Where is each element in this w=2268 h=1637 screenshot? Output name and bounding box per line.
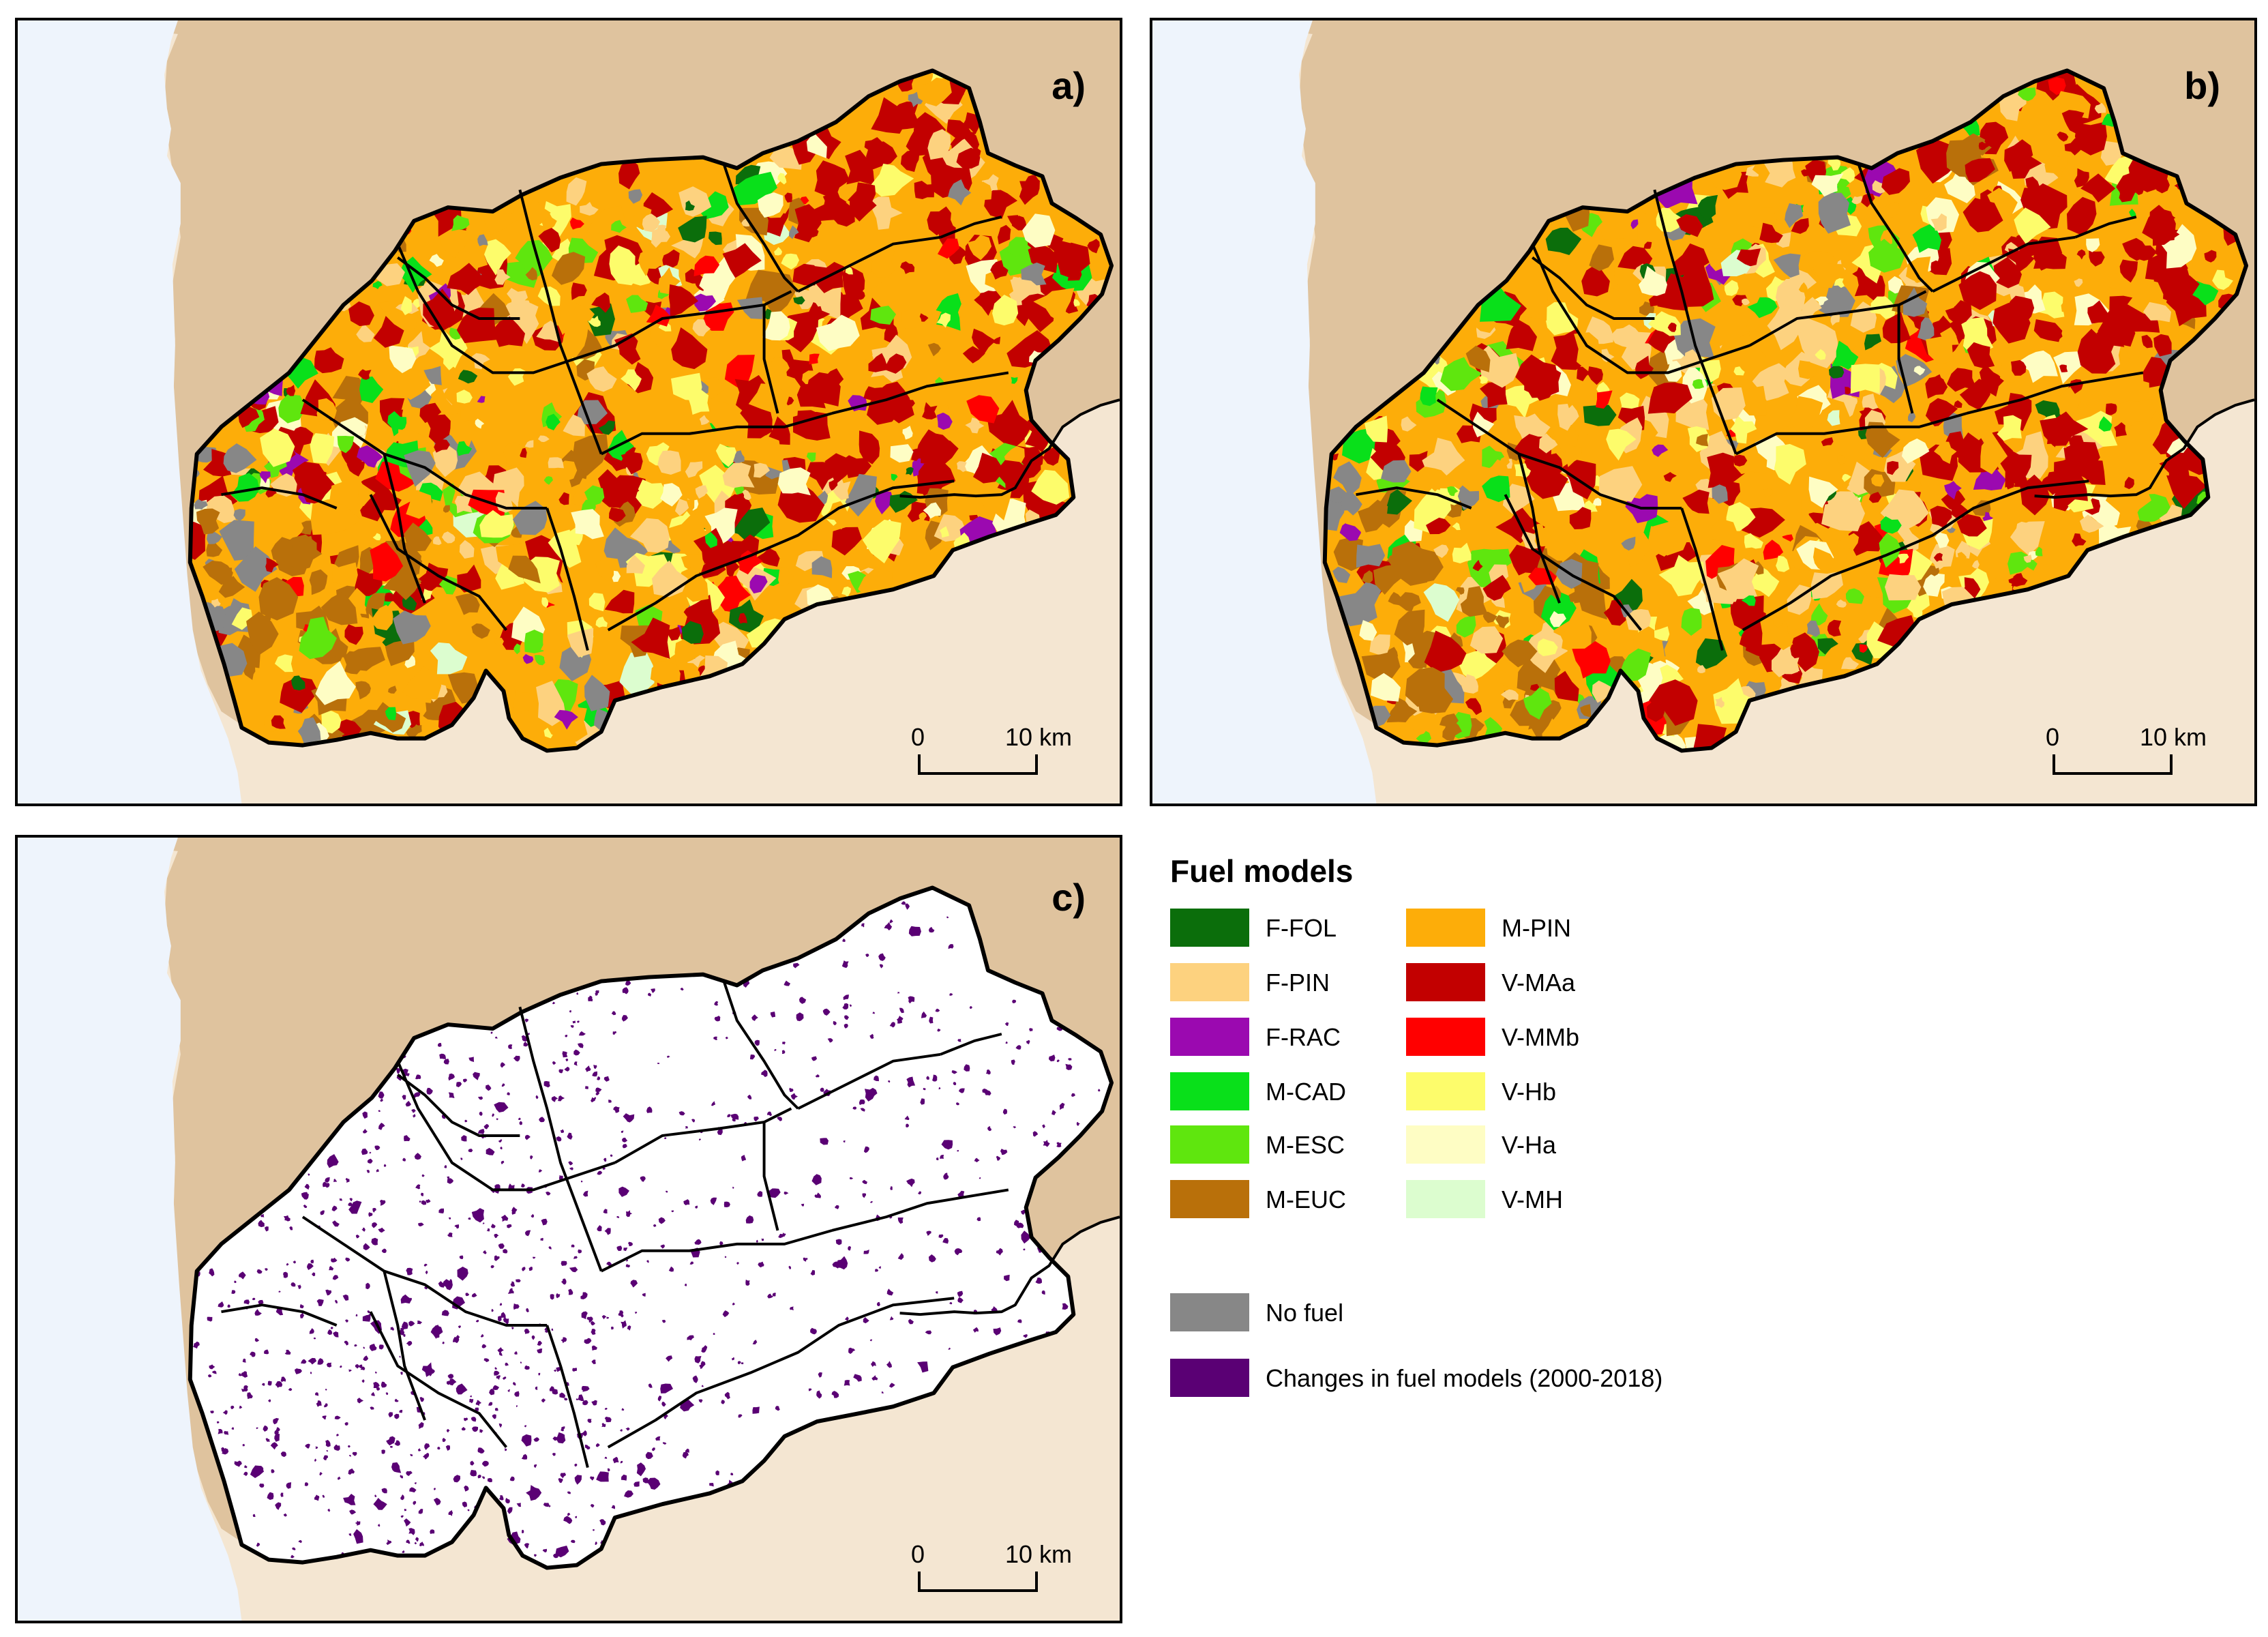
map-panel-b: b) 0 10 km [1150, 18, 2257, 806]
legend-swatch [1406, 1018, 1485, 1056]
change-patches [193, 901, 1109, 1559]
sea [18, 838, 242, 1621]
border-line [899, 398, 1120, 499]
legend-swatch [1406, 1072, 1485, 1110]
change-map-c [18, 838, 1120, 1621]
legend-swatch [1170, 1125, 1249, 1164]
scale-start-label: 0 [911, 1540, 925, 1568]
region-border [188, 885, 1114, 1570]
fuel-patches [1324, 70, 2247, 751]
border-line [2034, 398, 2254, 499]
legend-swatch [1406, 1125, 1485, 1164]
fuel-map-a [18, 20, 1120, 803]
legend: Fuel models F-FOL F-PIN F-RAC M-CAD M-ES… [1170, 853, 1852, 1426]
scale-bar-c: 0 10 km [903, 1540, 1072, 1608]
sea [1152, 20, 1377, 803]
panel-label-c: c) [1051, 876, 1086, 919]
legend-swatch [1170, 1072, 1249, 1110]
region-border [188, 68, 1114, 753]
legend-swatch [1170, 909, 1249, 947]
municipality-borders [221, 979, 1009, 1469]
legend-swatch [1406, 909, 1485, 947]
scale-end-label: 10 km [1005, 723, 1073, 751]
scale-start-label: 0 [911, 723, 925, 751]
scale-start-label: 0 [2046, 723, 2060, 751]
scale-end-label: 10 km [2140, 723, 2207, 751]
region-border [1322, 68, 2249, 753]
fuel-map-b [1152, 20, 2254, 803]
legend-swatch [1170, 1180, 1249, 1218]
scale-bar-b: 0 10 km [2038, 723, 2207, 791]
legend-swatch [1170, 1359, 1249, 1397]
map-panel-a: a) 0 10 km [15, 18, 1122, 806]
legend-swatch [1406, 963, 1485, 1001]
legend-title: Fuel models [1170, 853, 1354, 889]
legend-swatch [1406, 1180, 1485, 1218]
scale-bar-a: 0 10 km [903, 723, 1072, 791]
municipality-borders [1356, 162, 2144, 651]
border-line [899, 1215, 1120, 1316]
panel-label-a: a) [1051, 64, 1086, 107]
legend-swatch [1170, 963, 1249, 1001]
municipality-borders [221, 162, 1009, 651]
map-panel-c: c) 0 10 km [15, 835, 1122, 1623]
legend-swatch [1170, 1018, 1249, 1056]
sea [18, 20, 242, 803]
scale-end-label: 10 km [1005, 1540, 1073, 1568]
legend-swatch [1170, 1293, 1249, 1331]
fuel-patches [190, 72, 1111, 751]
panel-label-b: b) [2184, 64, 2220, 107]
